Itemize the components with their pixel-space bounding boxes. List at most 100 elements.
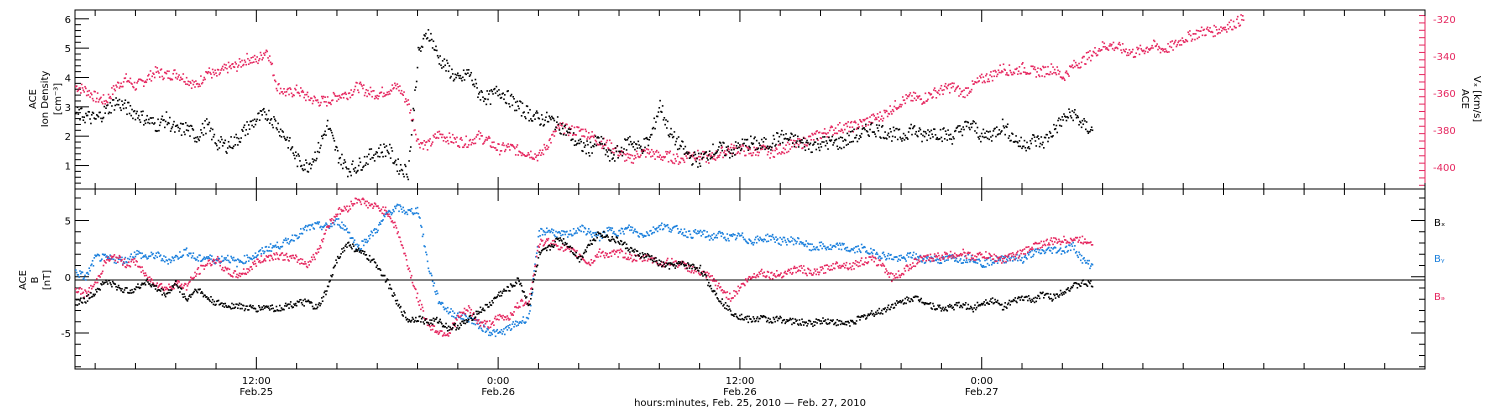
data-point — [671, 160, 673, 163]
data-point — [545, 231, 547, 234]
data-point — [642, 150, 645, 153]
data-point — [802, 265, 805, 267]
data-point — [784, 270, 787, 273]
data-point — [1241, 18, 1243, 21]
data-point — [945, 86, 948, 89]
data-point — [617, 234, 619, 237]
data-point — [486, 327, 488, 330]
data-point — [824, 144, 827, 147]
data-point — [672, 261, 675, 264]
data-point — [765, 146, 767, 149]
data-point — [277, 245, 279, 248]
data-point — [258, 250, 261, 252]
data-point — [201, 122, 204, 125]
data-point — [555, 126, 557, 128]
data-point — [105, 99, 107, 102]
data-point — [602, 145, 604, 147]
data-point — [263, 259, 265, 262]
data-point — [469, 74, 472, 76]
data-point — [315, 252, 318, 255]
data-point — [1114, 47, 1116, 49]
data-point — [427, 139, 430, 142]
data-point — [1089, 50, 1091, 52]
data-point — [833, 129, 835, 132]
data-point — [341, 227, 344, 230]
data-point — [258, 57, 261, 60]
data-point — [718, 146, 720, 148]
data-point — [214, 262, 216, 265]
data-point — [802, 272, 804, 274]
data-point — [514, 305, 517, 308]
data-point — [136, 110, 138, 113]
data-point — [627, 256, 630, 259]
data-point — [133, 251, 136, 254]
data-point — [622, 230, 624, 233]
data-point — [155, 71, 158, 73]
data-point — [871, 121, 874, 124]
data-point — [886, 110, 888, 113]
data-point — [787, 150, 790, 153]
data-point — [117, 103, 120, 106]
data-point — [741, 282, 744, 285]
data-point — [859, 136, 862, 139]
data-point — [1049, 132, 1052, 134]
data-point — [829, 126, 832, 129]
data-point — [230, 275, 232, 277]
data-point — [277, 257, 279, 260]
data-point — [656, 263, 659, 266]
data-point — [357, 245, 359, 248]
data-point — [661, 111, 663, 113]
data-point — [785, 272, 787, 275]
data-point — [565, 123, 567, 126]
data-point — [345, 93, 347, 96]
data-point — [287, 87, 290, 90]
data-point — [238, 272, 241, 275]
data-point — [404, 165, 407, 168]
data-point — [327, 128, 330, 130]
data-point — [341, 209, 344, 212]
data-point — [323, 100, 326, 103]
data-point — [537, 117, 540, 119]
data-point — [613, 147, 616, 150]
data-point — [709, 155, 712, 158]
data-point — [508, 103, 510, 105]
data-point — [547, 237, 550, 240]
data-point — [201, 258, 204, 261]
data-point — [962, 126, 965, 128]
data-point — [941, 256, 944, 259]
data-point — [574, 232, 577, 234]
data-point — [415, 86, 417, 89]
data-point — [805, 240, 808, 242]
data-point — [985, 136, 987, 138]
data-point — [207, 260, 210, 262]
data-point — [493, 141, 495, 144]
data-point — [314, 96, 316, 99]
data-point — [466, 69, 468, 71]
data-point — [1219, 32, 1221, 34]
data-point — [252, 261, 254, 264]
data-point — [635, 150, 638, 153]
data-point — [210, 73, 212, 75]
data-point — [1236, 18, 1238, 21]
data-point — [351, 94, 353, 97]
data-point — [587, 132, 590, 134]
data-point — [356, 170, 358, 173]
data-point — [1091, 129, 1094, 132]
data-point — [848, 249, 850, 252]
data-point — [488, 327, 490, 329]
data-point — [721, 146, 724, 148]
data-point — [940, 262, 943, 265]
data-point — [853, 121, 855, 124]
data-point — [454, 138, 457, 140]
data-point — [827, 268, 829, 270]
data-point — [388, 90, 390, 93]
data-point — [532, 275, 535, 277]
data-point — [1051, 136, 1053, 138]
data-point — [1198, 36, 1200, 38]
data-point — [522, 304, 525, 307]
data-point — [783, 271, 786, 274]
data-point — [519, 100, 521, 102]
data-point — [401, 211, 404, 213]
data-point — [499, 315, 502, 318]
data-point — [632, 231, 635, 234]
